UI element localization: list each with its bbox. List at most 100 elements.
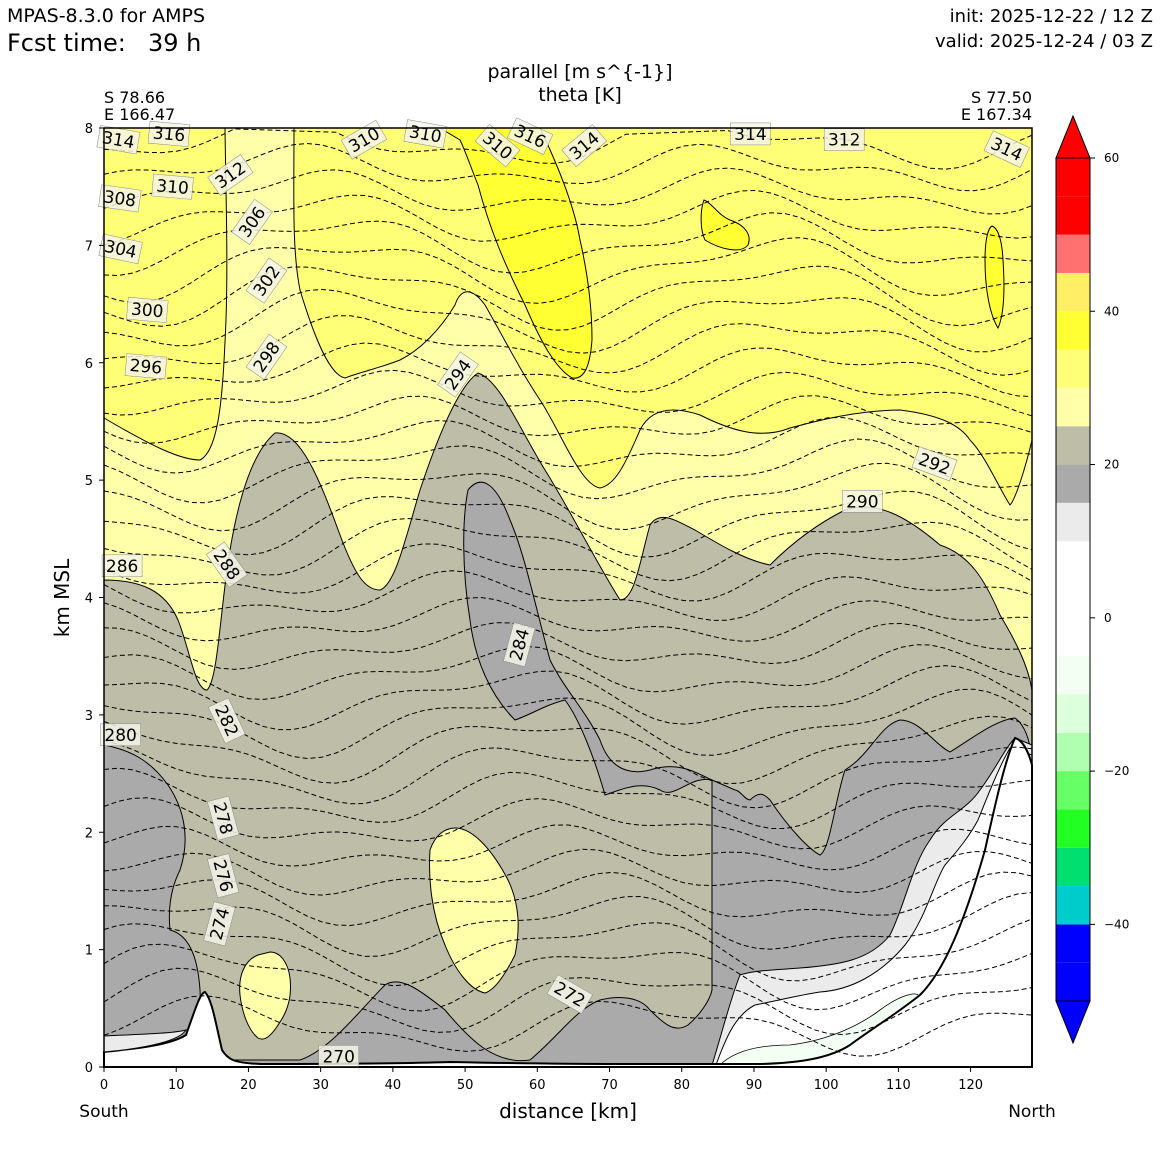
theta-label-text: 314 bbox=[734, 125, 766, 145]
isentrope-line bbox=[103, 395, 1033, 444]
theta-label-box bbox=[437, 351, 479, 398]
theta-label-box bbox=[911, 446, 958, 482]
x-tick-label: 40 bbox=[385, 1078, 402, 1093]
colorbar-bin bbox=[1056, 387, 1090, 427]
y-axis: 0 1 2 3 4 5 6 7 8 bbox=[85, 122, 104, 1076]
isentrope-line bbox=[103, 517, 1033, 582]
valid-time: valid: 2025-12-24 / 03 Z bbox=[935, 31, 1153, 52]
isentrope-line bbox=[103, 128, 1033, 170]
x-tick-label: 110 bbox=[886, 1078, 911, 1093]
right-endpoint-lon: E 167.34 bbox=[961, 105, 1032, 124]
isentrope-line bbox=[103, 570, 1033, 621]
y-axis-label: km MSL bbox=[50, 558, 74, 637]
colorbar: −40 −20 0 20 40 60 bbox=[1055, 114, 1129, 1045]
colorbar-bin bbox=[1056, 311, 1090, 350]
isentrope-line bbox=[103, 824, 1033, 871]
isentrope-line bbox=[103, 871, 1033, 927]
theta-label: 280 bbox=[100, 723, 141, 747]
theta-label-text: 316 bbox=[152, 124, 186, 147]
colorbar-bin bbox=[1056, 426, 1090, 465]
fill-blob-4 bbox=[239, 951, 291, 1040]
isentrope-line bbox=[103, 167, 1033, 215]
isentrope-line bbox=[103, 342, 1033, 398]
theta-label-text: 312 bbox=[828, 131, 860, 151]
y-tick-label: 2 bbox=[85, 826, 93, 841]
colorbar-tick-label: 40 bbox=[1104, 304, 1119, 318]
theta-label: 314 bbox=[96, 125, 141, 155]
theta-label-text: 310 bbox=[155, 176, 189, 199]
theta-label: 296 bbox=[124, 353, 168, 380]
north-label: North bbox=[1008, 1102, 1056, 1122]
isentrope-line bbox=[103, 369, 1033, 417]
colorbar-extend-min bbox=[1055, 1000, 1091, 1045]
init-time: init: 2025-12-22 / 12 Z bbox=[950, 6, 1153, 27]
theta-label-box bbox=[231, 198, 273, 245]
colorbar-tick-label: −20 bbox=[1104, 764, 1129, 778]
x-tick-label: 90 bbox=[746, 1078, 763, 1093]
colorbar-bin bbox=[1056, 924, 1090, 963]
isentrope-line bbox=[103, 740, 1033, 809]
isentrope-line bbox=[103, 688, 1033, 760]
theta-label-box bbox=[842, 490, 883, 513]
colorbar-tick-label: 20 bbox=[1104, 458, 1119, 472]
isentrope-line bbox=[103, 417, 1033, 474]
theta-label-box bbox=[151, 173, 194, 200]
isentrope-line bbox=[103, 767, 1033, 829]
theta-label-text: 286 bbox=[106, 557, 138, 577]
y-tick-label: 3 bbox=[85, 709, 93, 724]
fcst-label: Fcst time: bbox=[7, 29, 126, 57]
theta-label-text: 270 bbox=[322, 1047, 354, 1067]
y-tick-label: 4 bbox=[85, 592, 93, 607]
theta-label: 286 bbox=[101, 554, 143, 578]
isentrope-line bbox=[103, 665, 1033, 731]
colorbar-bin bbox=[1056, 962, 1090, 1001]
colorbar-bin bbox=[1056, 272, 1090, 312]
theta-label: 308 bbox=[98, 184, 142, 213]
colorbar-bin bbox=[1056, 579, 1090, 618]
theta-label-box bbox=[205, 541, 248, 588]
isentrope-line bbox=[103, 967, 1033, 1036]
theta-label-box bbox=[503, 622, 536, 667]
y-tick-label: 5 bbox=[85, 474, 93, 489]
theta-label: 316 bbox=[147, 120, 191, 147]
x-tick-label: 0 bbox=[100, 1078, 108, 1093]
fill-blob-3 bbox=[429, 827, 519, 994]
fill-blob-1 bbox=[700, 199, 750, 251]
theta-label-box bbox=[561, 123, 607, 168]
isentrope-line bbox=[103, 848, 1033, 896]
colorbar-bin bbox=[1056, 234, 1090, 273]
theta-label-box bbox=[340, 119, 388, 160]
y-tick-label: 8 bbox=[85, 122, 93, 137]
theta-label-box bbox=[546, 974, 593, 1015]
x-tick-label: 50 bbox=[457, 1078, 474, 1093]
isentrope-line bbox=[103, 596, 1033, 642]
theta-label: 284 bbox=[503, 622, 536, 667]
theta-label-box bbox=[474, 123, 521, 168]
chart-title-line2: theta [K] bbox=[538, 84, 622, 106]
x-tick-label: 100 bbox=[814, 1078, 839, 1093]
colorbar-bin bbox=[1056, 196, 1090, 235]
left-endpoint-lat: S 78.66 bbox=[104, 88, 165, 107]
theta-label: 312 bbox=[823, 128, 865, 151]
theta-label-text: 280 bbox=[104, 726, 136, 746]
y-tick-label: 7 bbox=[85, 239, 93, 254]
theta-label: 290 bbox=[842, 490, 883, 513]
x-tick-label: 20 bbox=[240, 1078, 257, 1093]
colorbar-bin bbox=[1056, 809, 1090, 848]
theta-label: 278 bbox=[207, 795, 240, 841]
fill-blob-2 bbox=[984, 225, 1005, 330]
theta-label: 304 bbox=[98, 233, 143, 265]
x-axis-label: distance [km] bbox=[499, 1099, 637, 1123]
isentrope-line bbox=[103, 315, 1033, 376]
x-tick-label: 70 bbox=[601, 1078, 618, 1093]
isentrope-line bbox=[103, 797, 1033, 850]
x-tick-label: 120 bbox=[958, 1078, 983, 1093]
theta-label-text: 296 bbox=[129, 356, 163, 379]
theta-label-box bbox=[98, 233, 143, 265]
theta-label-box bbox=[124, 353, 168, 380]
terrain bbox=[103, 736, 1033, 1068]
theta-label-box bbox=[245, 333, 288, 380]
terrain-bump bbox=[103, 1029, 188, 1053]
colorbar-bin bbox=[1056, 617, 1090, 657]
